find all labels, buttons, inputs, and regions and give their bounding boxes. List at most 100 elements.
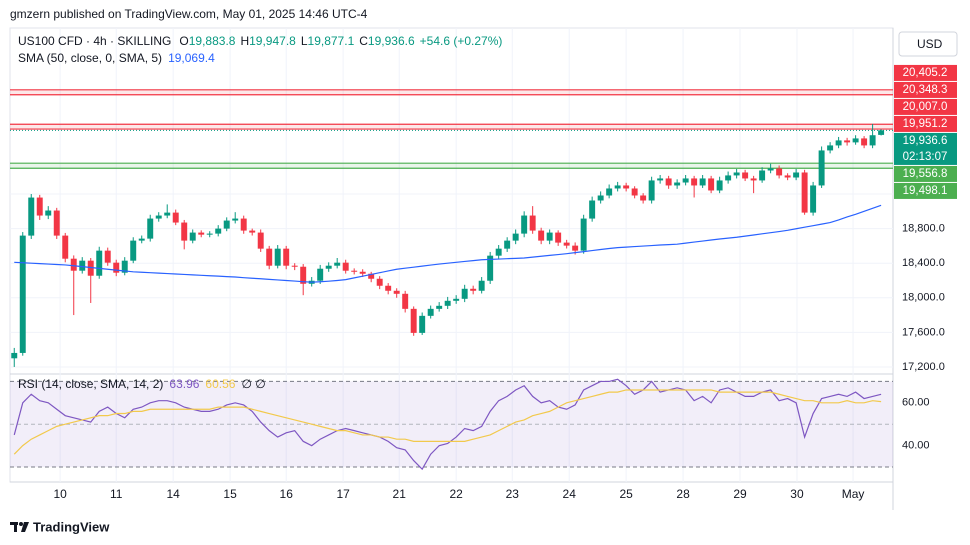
sma-value: 19,069.4 <box>168 51 215 65</box>
candle-body <box>529 215 536 231</box>
legend-row: US100 CFD · 4h · SKILLING O19,883.8 H19,94… <box>18 34 502 48</box>
candle-body <box>810 185 817 213</box>
candle-body <box>393 290 400 294</box>
candle-body <box>733 172 740 176</box>
logo-mark <box>19 522 23 526</box>
candle-body <box>368 273 375 279</box>
x-tick-label: 16 <box>280 487 294 501</box>
candle-body <box>385 285 392 291</box>
price-pane <box>10 89 893 367</box>
currency-box[interactable] <box>898 31 958 57</box>
candle-body <box>342 262 349 271</box>
ohlc-value: 19,877.1 <box>308 34 355 48</box>
candle-body <box>45 210 52 216</box>
rsi-value: 60.56 <box>205 377 235 391</box>
rsi-pane <box>10 378 893 471</box>
candle-body <box>555 232 562 243</box>
rsi-value: 63.96 <box>169 377 199 391</box>
candle-body <box>70 258 77 271</box>
price-label: 20,348.3 <box>903 84 948 96</box>
candle-body <box>402 293 409 309</box>
x-tick-label: 10 <box>53 487 67 501</box>
candle-body <box>410 308 417 333</box>
candle-body <box>750 178 757 181</box>
candle-body <box>640 195 647 201</box>
x-tick-label: 15 <box>223 487 237 501</box>
price-label-box <box>894 132 957 165</box>
candle-body <box>334 262 341 266</box>
candle-body <box>121 260 128 273</box>
sma-line <box>14 204 882 283</box>
candle-body <box>538 230 545 241</box>
candle-body <box>325 265 332 269</box>
candle-body <box>631 188 638 196</box>
x-tick-label: 25 <box>619 487 633 501</box>
candle-body <box>181 222 188 241</box>
countdown: 02:13:07 <box>903 151 948 163</box>
rsi-axis: 40.00 60.00 <box>902 397 930 452</box>
candle-body <box>665 178 672 186</box>
candle-body <box>113 262 120 273</box>
candle-body <box>189 232 196 241</box>
candle-body <box>504 240 511 249</box>
candle-body <box>164 212 171 216</box>
candle-body <box>623 185 630 189</box>
x-tick-label: 23 <box>506 487 520 501</box>
candle-body <box>742 172 749 179</box>
candle-body <box>28 197 35 236</box>
candle-body <box>818 150 825 186</box>
candle-body <box>716 180 723 191</box>
x-tick-label: 29 <box>733 487 747 501</box>
logo-mark <box>21 522 29 532</box>
candle-body <box>19 235 26 353</box>
price-label-box <box>894 165 957 182</box>
candle-body <box>793 172 800 178</box>
candle-body <box>240 218 247 231</box>
logo-text: TradingView <box>33 519 110 534</box>
candle-body <box>691 178 698 186</box>
candle-body <box>878 130 885 135</box>
candle-body <box>87 260 94 276</box>
candle-body <box>198 232 205 235</box>
x-tick-label: 17 <box>336 487 350 501</box>
candle-body <box>674 182 681 186</box>
logo <box>10 522 29 532</box>
candle-body <box>36 197 43 216</box>
candle-body <box>172 212 179 223</box>
currency[interactable]: USD <box>917 37 943 51</box>
price-label-box <box>894 64 957 81</box>
candle-body <box>827 145 834 151</box>
candle-body <box>427 308 434 316</box>
candle-body <box>614 185 621 189</box>
candle-body <box>283 248 290 266</box>
candle-body <box>300 266 307 284</box>
candle-body <box>206 233 213 235</box>
y-tick-label: 18,400.0 <box>902 257 945 269</box>
x-tick-label: 22 <box>449 487 463 501</box>
candle-body <box>232 218 239 221</box>
candle-body <box>597 195 604 201</box>
y-tick-label: 60.00 <box>902 397 930 409</box>
candle-body <box>444 300 451 306</box>
header-text: gmzern published on TradingView.com, May… <box>10 7 368 21</box>
candle-body <box>138 238 145 241</box>
change: +54.6 (+0.27%) <box>420 34 503 48</box>
candle-body <box>53 210 60 236</box>
candle-body <box>784 175 791 178</box>
candle-body <box>470 288 477 291</box>
candle-body <box>759 170 766 181</box>
candle-body <box>223 220 230 229</box>
candle-body <box>589 200 596 219</box>
price-label-box <box>894 115 957 132</box>
candle-body <box>351 270 358 272</box>
candle-body <box>79 260 86 271</box>
candle-body <box>257 232 264 249</box>
x-tick-label: 30 <box>790 487 804 501</box>
price-label: 19,556.8 <box>903 168 948 180</box>
rsi-line <box>13 389 882 455</box>
candle-body <box>572 245 579 251</box>
y-tick-label: 40.00 <box>902 440 930 452</box>
candle-body <box>478 280 485 291</box>
